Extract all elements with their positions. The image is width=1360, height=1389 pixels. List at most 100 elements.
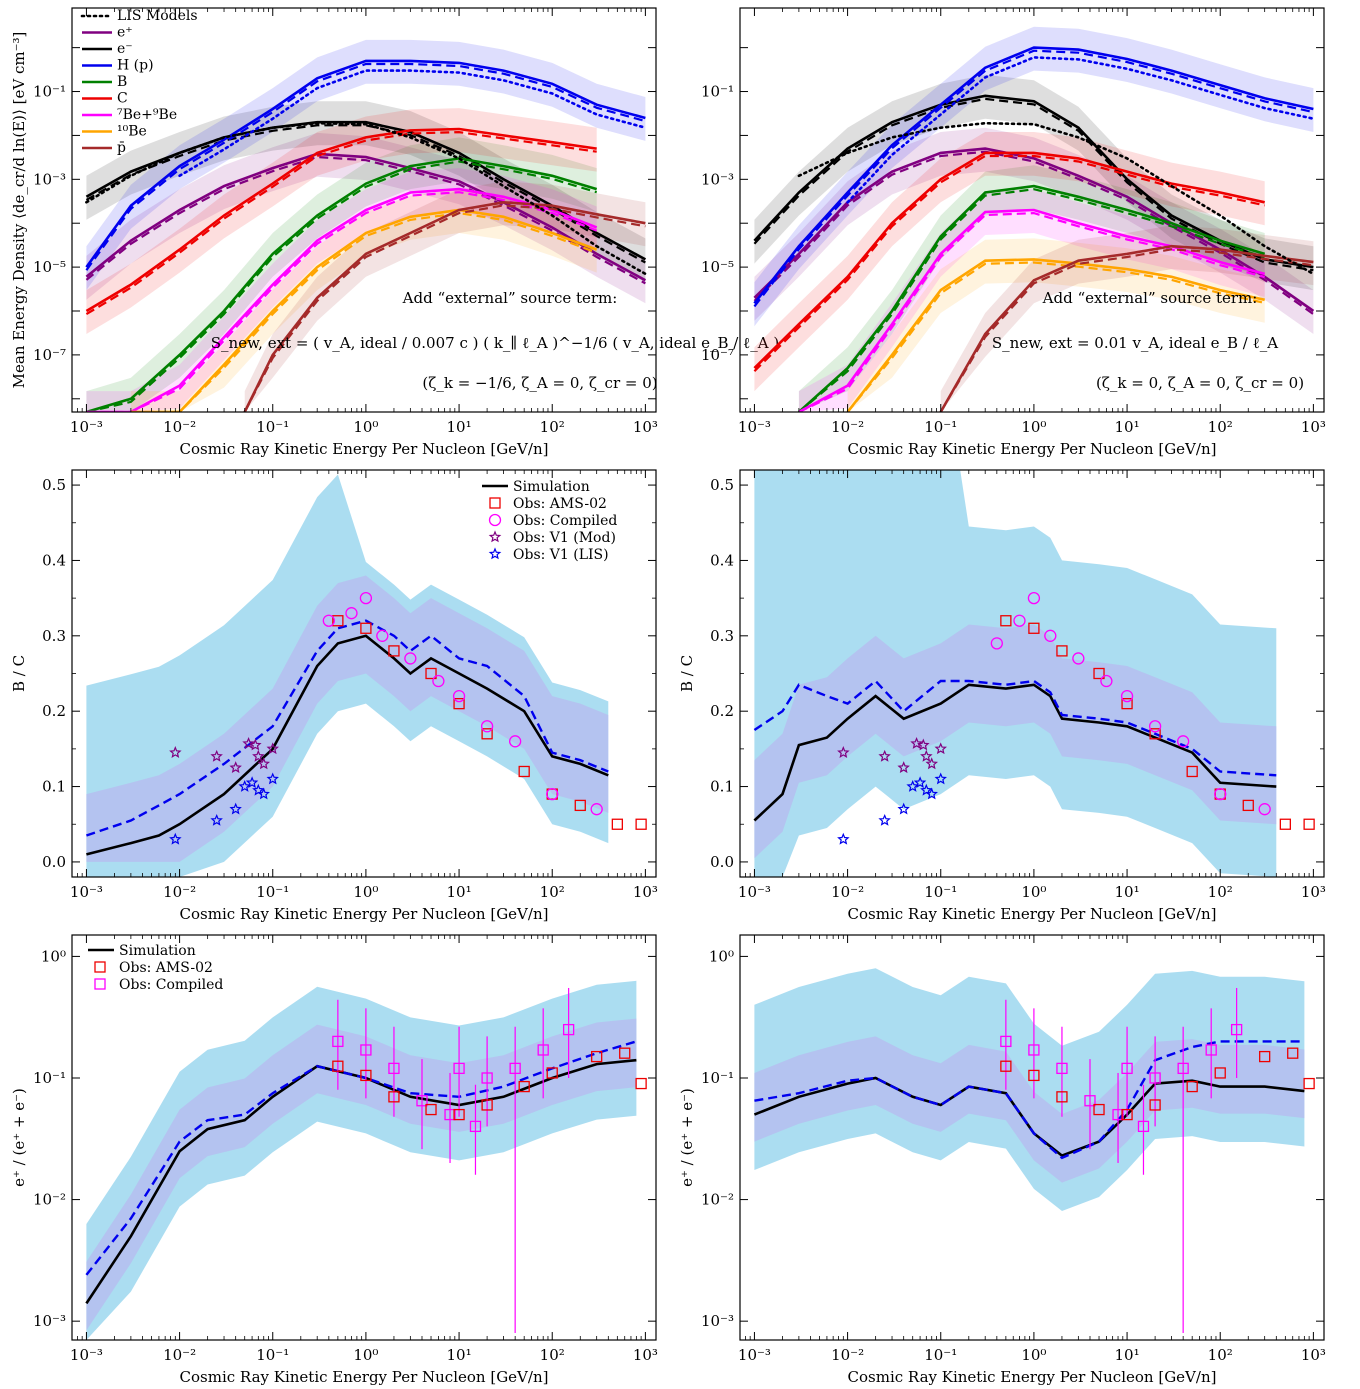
x-tick-label: 10⁰ [1021, 883, 1046, 901]
ams-marker [591, 1050, 603, 1063]
legend-label: Obs: Compiled [119, 977, 223, 993]
compiled-marker [590, 803, 603, 816]
compiled-marker [404, 652, 417, 665]
x-tick-label: 10⁰ [353, 883, 378, 901]
compiled-marker [1000, 1035, 1012, 1048]
star-marker [257, 757, 270, 770]
ams-marker [1259, 1050, 1271, 1063]
series-line-solid [85, 127, 597, 313]
x-tick-label: 10⁻¹ [924, 418, 957, 436]
axes-frame [71, 469, 657, 878]
compiled-marker [322, 614, 335, 627]
compiled-marker [1044, 629, 1057, 642]
ams-marker [425, 1103, 437, 1116]
y-tick-label: 0.5 [42, 476, 66, 494]
series-line-solid [939, 244, 1314, 412]
star-marker [934, 742, 947, 755]
plot-area [753, 968, 1315, 1333]
x-axis-label: Cosmic Ray Kinetic Energy Per Nucleon [G… [848, 905, 1217, 923]
series-line-solid [753, 46, 1314, 305]
inner-band [754, 1036, 1305, 1183]
compiled-marker [1214, 787, 1227, 801]
compiled-marker [452, 689, 466, 703]
star-marker [257, 787, 270, 800]
x-tick-label: 10² [1208, 418, 1233, 436]
x-tick-label: 10⁻² [163, 1346, 196, 1364]
series-line-solid [85, 59, 646, 268]
plot-area [753, 470, 1315, 877]
ams-marker [1000, 1060, 1012, 1072]
x-axis-label: Cosmic Ray Kinetic Energy Per Nucleon [G… [180, 440, 549, 458]
y-tick-label: 10⁻⁷ [33, 346, 66, 364]
series-line-solid [86, 187, 598, 412]
series-line-dashed [753, 49, 1314, 308]
uncertainty-band [86, 39, 646, 291]
y-tick-label: 0.3 [710, 627, 734, 645]
x-tick-label: 10⁻² [831, 418, 864, 436]
ams-marker [1149, 1099, 1161, 1111]
x-tick-label: 10³ [633, 883, 658, 901]
y-tick-label: 10⁻¹ [33, 83, 66, 101]
series-line-solid [85, 152, 647, 282]
inner-band [86, 1018, 637, 1331]
star-marker [266, 772, 279, 785]
plot-area [85, 980, 647, 1340]
legend-label: e⁺ [117, 25, 133, 41]
star-marker [837, 746, 850, 758]
ams-marker [453, 697, 465, 710]
y-tick-label: 0.3 [42, 627, 66, 645]
ams-marker [1279, 818, 1291, 830]
simulation-alt-line [754, 1040, 1305, 1160]
x-tick-label: 10¹ [447, 1346, 472, 1364]
x-tick-label: 10² [540, 1346, 565, 1364]
x-tick-label: 10² [1208, 883, 1233, 901]
series-line-solid [753, 151, 1265, 370]
y-axis-label: Mean Energy Density ⟨de_cr/d ln(E)⟩ [eV … [10, 32, 28, 389]
series-line-solid [130, 208, 598, 412]
ams-marker [1214, 1067, 1226, 1079]
axes-frame [739, 469, 1325, 878]
annotation-params: (ζ_k = −1/6, ζ_A = 0, ζ_cr = 0) [422, 374, 657, 392]
y-tick-label: 10⁻³ [701, 170, 734, 188]
compiled-marker [546, 787, 559, 801]
legend-label: H (p) [117, 58, 154, 74]
star-marker [249, 738, 262, 751]
series-line-dashed [85, 155, 646, 285]
y-tick-label: 0.1 [42, 778, 66, 796]
star-marker [252, 749, 265, 762]
y-tick-label: 0.4 [42, 551, 66, 569]
compiled-marker [1084, 1095, 1096, 1107]
series-line-dashed [798, 211, 1265, 412]
legend-label: Obs: Compiled [513, 513, 617, 529]
ams-marker [518, 765, 530, 778]
compiled-marker [480, 720, 494, 733]
x-tick-label: 10¹ [447, 883, 472, 901]
compiled-marker [1230, 1023, 1243, 1036]
x-tick-label: 10² [1208, 1346, 1233, 1364]
annotation-equation: S_new, ext = ( v_A, ideal / 0.007 c ) ( … [211, 334, 779, 352]
plot-area [85, 39, 647, 412]
legend-label: B [117, 74, 127, 90]
simulation-line [85, 1058, 637, 1305]
plot-area [753, 26, 1315, 412]
legend-swatch [489, 497, 501, 509]
x-tick-label: 10² [540, 883, 565, 901]
ams-marker [481, 1099, 493, 1111]
legend-label: Simulation [513, 479, 590, 495]
series-line-dashed [85, 124, 646, 264]
star-marker [934, 772, 947, 785]
uncertainty-band [86, 132, 646, 304]
x-tick-label: 10⁻¹ [924, 1346, 957, 1364]
y-tick-label: 0.1 [710, 778, 734, 796]
ams-marker [1000, 615, 1012, 627]
y-tick-label: 10⁻¹ [701, 1069, 734, 1087]
compiled-marker [388, 1062, 400, 1075]
y-tick-label: 10⁻⁵ [33, 258, 66, 276]
compiled-marker [1112, 1108, 1124, 1121]
lis-model-line [85, 121, 647, 276]
uncertainty-band [754, 132, 1265, 392]
y-tick-label: 10⁻⁷ [701, 346, 734, 364]
y-tick-label: 0.2 [42, 702, 66, 720]
ams-marker [1028, 622, 1040, 634]
ams-marker [574, 799, 586, 812]
